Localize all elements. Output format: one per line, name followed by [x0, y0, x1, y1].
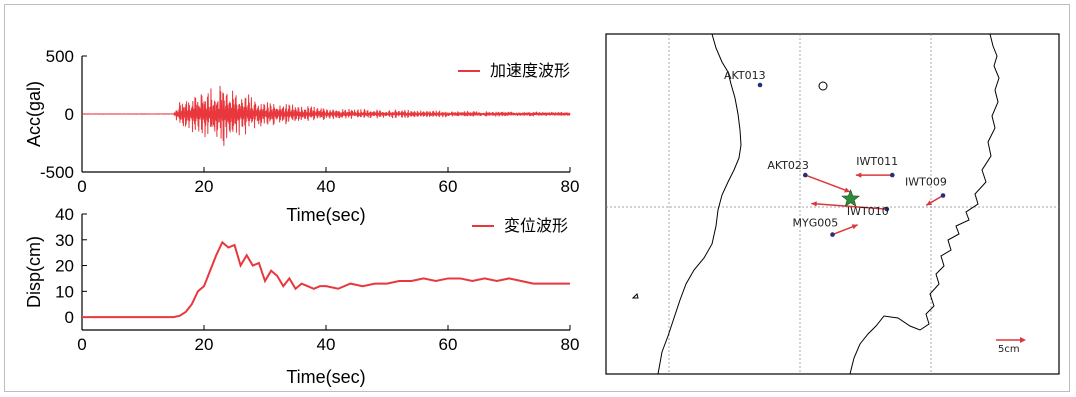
disp-ytick-label-3: 10 — [55, 282, 74, 301]
station-akt013 — [757, 82, 763, 88]
disp-xtick-label-2: 40 — [317, 335, 336, 354]
station-iwt009 — [940, 193, 946, 198]
scale-arrowhead — [1020, 337, 1026, 343]
arrowhead-iwt009 — [926, 200, 933, 206]
station-iwt011 — [889, 172, 895, 178]
disp-xtick-label-3: 60 — [439, 335, 458, 354]
acc-ytick-label-0: 500 — [46, 47, 74, 66]
disp-waveform — [82, 240, 570, 319]
scale-label: 5cm — [998, 344, 1020, 355]
acc-ytick-label-2: -500 — [40, 163, 74, 182]
acc-xtick-label-1: 20 — [195, 177, 214, 196]
station-label-iwt010: IWT010 — [847, 205, 889, 218]
acc-waveform — [81, 85, 571, 146]
disp-x-label: Time(sec) — [286, 367, 365, 387]
station-label-akt013: AKT013 — [724, 69, 766, 82]
disp-ytick-label-2: 20 — [55, 257, 74, 276]
station-iwt010 — [884, 206, 890, 212]
station-label-iwt009: IWT009 — [905, 176, 947, 189]
disp-legend-text: 変位波形 — [504, 216, 568, 235]
disp-xtick-label-0: 0 — [77, 335, 86, 354]
station-myg005 — [830, 232, 835, 237]
disp-ticks: 0 20 40 60 80 40 30 20 10 0 — [55, 205, 579, 354]
acc-ytick-label-1: 0 — [65, 105, 74, 124]
arrow-iwt010 — [811, 202, 887, 210]
station-label-iwt011: IWT011 — [856, 155, 898, 168]
disp-ytick-label-4: 0 — [65, 308, 74, 327]
east-coastline — [849, 33, 1000, 375]
west-coastline — [657, 33, 742, 375]
displacement-arrows — [805, 172, 944, 236]
acc-legend-text: 加速度波形 — [490, 61, 570, 80]
disp-ytick-label-1: 30 — [55, 231, 74, 250]
arrowhead-iwt011 — [855, 172, 862, 178]
displacement-panel: 0 20 40 60 80 40 30 20 10 0 Disp(cm) Time(sec) Ti… — [24, 205, 579, 387]
map-border — [605, 33, 1060, 375]
arrow-akt023 — [805, 174, 851, 193]
acc-xtick-label-0: 0 — [77, 177, 86, 196]
station-akt023 — [803, 172, 808, 178]
disp-xtick-label-4: 80 — [561, 335, 580, 354]
arrowhead-akt023 — [844, 187, 851, 193]
disp-y-label: Disp(cm) — [24, 236, 44, 308]
acc-y-label: Acc(gal) — [24, 81, 44, 147]
station-label-myg005: MYG005 — [793, 217, 839, 230]
island-outline — [631, 293, 639, 299]
station-markers — [757, 82, 946, 237]
station-map: AKT013 AKT023 IWT011 IWT009 IWT010 MYG005 5cm — [605, 33, 1060, 375]
epicenter-star — [841, 189, 860, 207]
station-label-akt023: AKT023 — [767, 159, 809, 172]
acc-xtick-label-3: 60 — [439, 177, 458, 196]
acc-xtick-label-2: 40 — [317, 177, 336, 196]
arrowhead-iwt010 — [811, 201, 817, 207]
station-labels: AKT013 AKT023 IWT011 IWT009 IWT010 MYG005 — [724, 69, 947, 230]
acc-x-label: Time(sec) — [286, 205, 365, 225]
disp-xtick-label-1: 20 — [195, 335, 214, 354]
disp-ytick-label-0: 40 — [55, 205, 74, 224]
acc-xtick-label-4: 80 — [561, 177, 580, 196]
lake-outline — [818, 81, 828, 91]
arrowhead-myg005 — [851, 224, 858, 230]
